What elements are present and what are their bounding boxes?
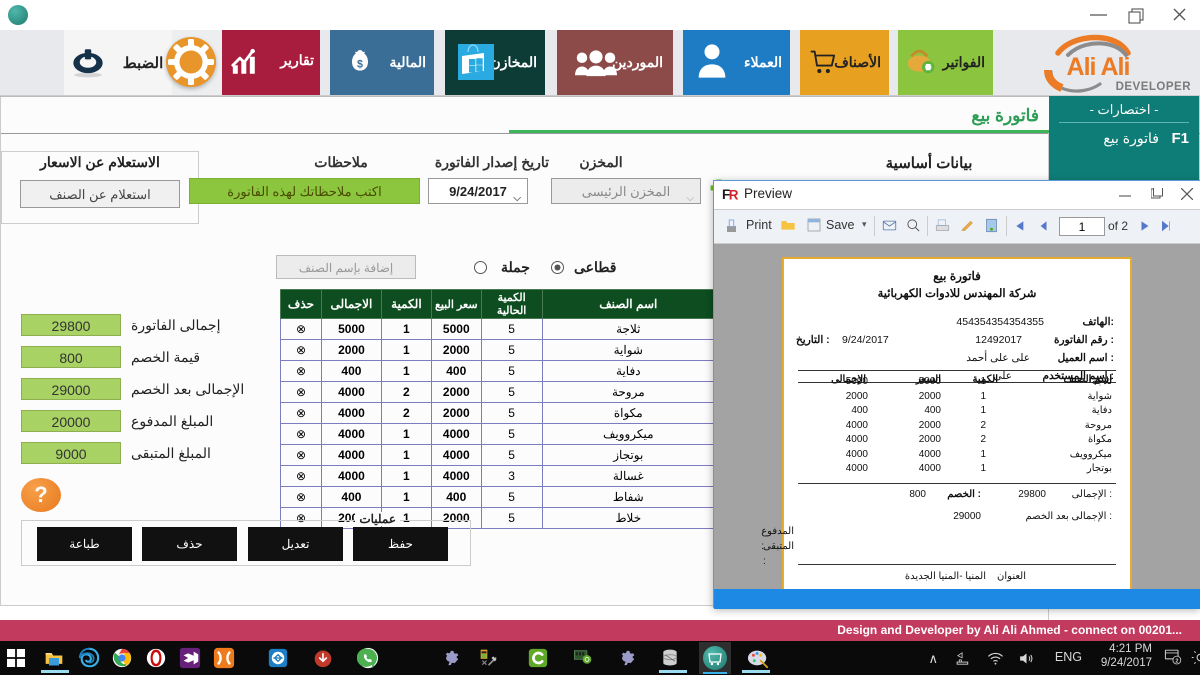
svg-text:2: 2 — [1175, 658, 1178, 664]
svg-text:$: $ — [357, 58, 363, 70]
svg-text:Ali Ali: Ali Ali — [1067, 53, 1130, 81]
svg-text:R: R — [729, 188, 739, 203]
svg-text:DEVELOPER: DEVELOPER — [1116, 81, 1192, 93]
